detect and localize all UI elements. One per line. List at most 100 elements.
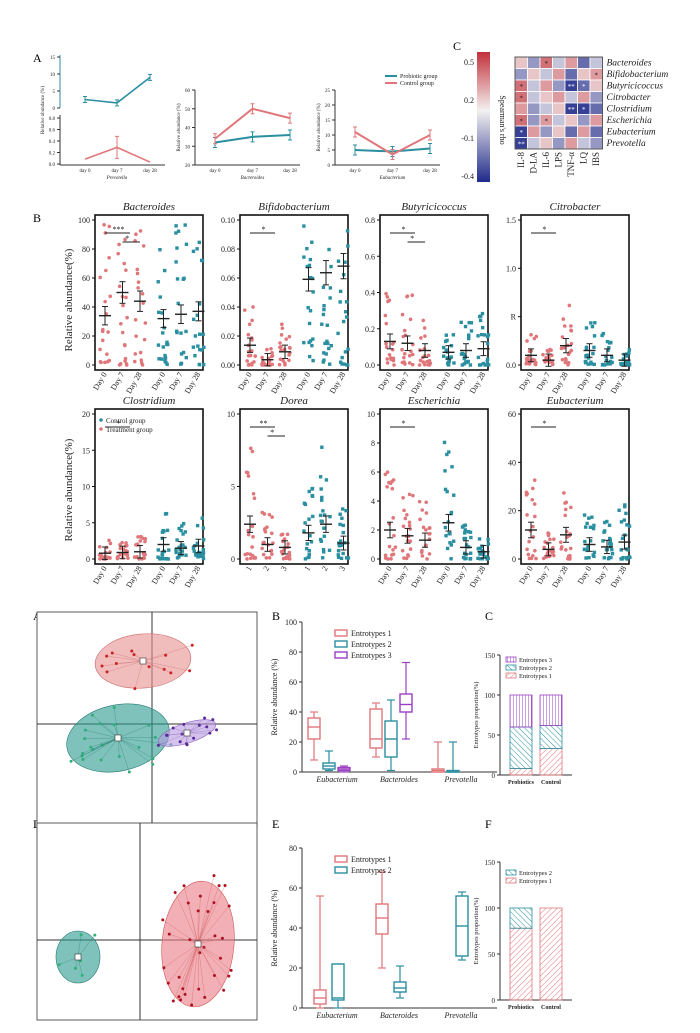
data-point [391, 478, 396, 482]
panel-frame [379, 214, 489, 371]
data-point [558, 540, 563, 545]
data-point [341, 523, 345, 528]
data-point [179, 361, 184, 366]
x-axis-label: Eubacterium [379, 176, 406, 181]
sample-point [112, 705, 116, 709]
data-point [339, 360, 343, 364]
heatmap-col-label: LQ [579, 152, 589, 164]
colorbar-tick: -0.4 [461, 172, 474, 181]
data-point [410, 352, 415, 357]
tick-label: 5 [53, 90, 56, 95]
heatmap-cell [564, 91, 578, 104]
tick-label: 20 [289, 738, 297, 747]
spoke-line [178, 943, 199, 997]
panel-frame [520, 214, 630, 371]
data-point [463, 536, 468, 541]
data-point [246, 528, 250, 533]
data-point [311, 337, 315, 341]
data-point [269, 531, 274, 536]
data-point [338, 543, 343, 548]
data-point [417, 363, 422, 367]
data-point [195, 313, 200, 317]
data-point [262, 540, 266, 545]
spoke-line [197, 885, 220, 945]
tick-label: 0.02 [221, 332, 235, 341]
x-tick-label: Control [541, 780, 561, 786]
data-point [141, 301, 145, 305]
colorbar-tick: 0.5 [464, 58, 474, 67]
data-point [265, 347, 269, 352]
legend-swatch [334, 651, 348, 659]
tick-label: 100 [78, 216, 90, 225]
x-tick-label: Probiotics [508, 1005, 535, 1011]
data-point [105, 359, 110, 364]
x-tick-label: Day 28 [550, 371, 569, 396]
data-point [251, 491, 256, 496]
data-point [609, 340, 613, 345]
x-tick-label: Day 28 [183, 371, 202, 396]
data-point [383, 553, 388, 558]
data-point [428, 531, 432, 536]
data-point [250, 318, 254, 323]
data-point [607, 346, 611, 350]
data-point [287, 557, 292, 561]
spoke-line [168, 943, 199, 984]
data-point [184, 329, 188, 334]
heatmap-cell [577, 56, 591, 69]
spoke-line [158, 732, 188, 746]
data-point [442, 440, 447, 445]
data-point [450, 465, 454, 469]
heatmap-row-label: Bifidobacterium [607, 69, 669, 80]
tick-label: 150 [485, 652, 496, 660]
data-point [405, 512, 409, 517]
data-point [156, 280, 160, 284]
spoke-line [180, 943, 199, 1000]
data-point [563, 513, 568, 518]
x-tick-label: Day 7 [394, 371, 411, 392]
data-point [336, 331, 340, 336]
sample-point [212, 874, 216, 878]
data-point [342, 362, 346, 366]
data-point [309, 540, 314, 544]
panel-frame [520, 408, 630, 565]
sample-point [179, 998, 183, 1002]
tick-label: 40 [289, 924, 297, 933]
tick-label: 0.00 [221, 361, 235, 370]
data-point [610, 355, 614, 359]
spoke-line [197, 943, 232, 971]
x-tick-label: Day 28 [124, 565, 143, 590]
sample-point [132, 653, 136, 657]
data-point [605, 519, 609, 524]
data-point [138, 350, 143, 355]
data-point [107, 255, 111, 260]
data-point [480, 557, 485, 561]
sample-point [198, 951, 202, 955]
sample-point [147, 723, 151, 727]
panel-title: Bifidobacterium [258, 201, 330, 213]
data-point [305, 246, 309, 251]
tick-label: 10 [50, 73, 56, 78]
data-point [177, 545, 181, 550]
data-point [469, 329, 474, 333]
data-point [533, 514, 537, 519]
data-point [180, 549, 185, 553]
stacked-segment [539, 694, 563, 726]
data-point [461, 555, 466, 560]
data-point [279, 533, 284, 537]
sample-point [166, 981, 170, 985]
data-point [322, 550, 326, 554]
data-point [124, 295, 128, 300]
data-point [310, 343, 314, 348]
data-point [104, 268, 108, 273]
tick-label: 8 [371, 439, 375, 448]
data-point [201, 551, 206, 555]
data-point [246, 353, 251, 358]
x-tick-label: Day 28 [409, 371, 428, 396]
heatmap-cell [589, 114, 603, 127]
data-point [407, 523, 412, 528]
legend-label: Entrotypes 1 [351, 855, 392, 864]
data-point [308, 309, 313, 313]
x-tick-label: Day 0 [150, 565, 167, 586]
